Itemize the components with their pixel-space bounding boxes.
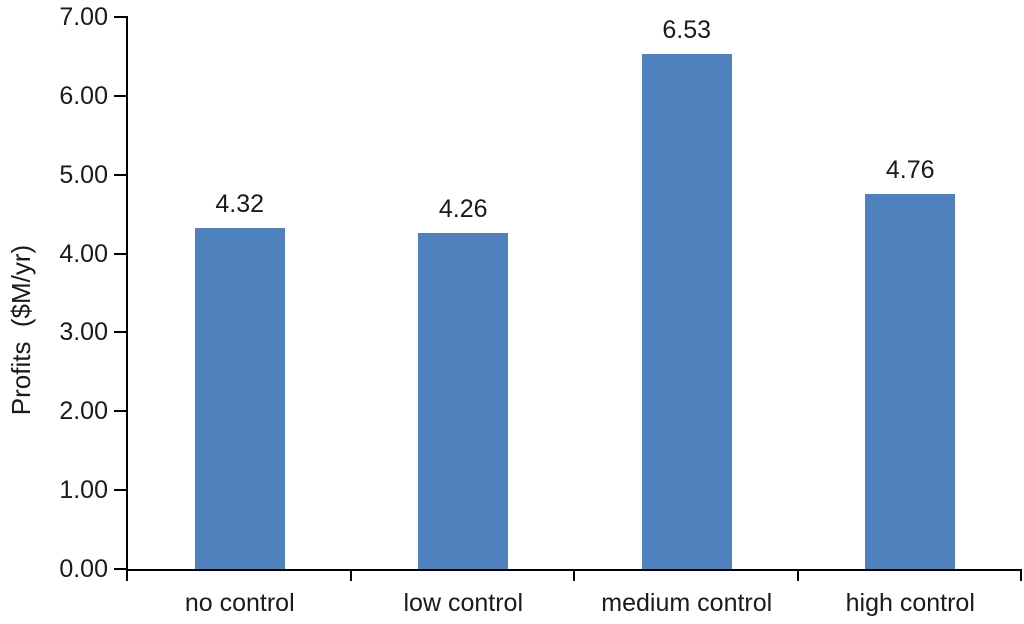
y-tick-label: 6.00	[59, 81, 108, 110]
y-tick	[114, 173, 128, 176]
y-tick-label: 4.00	[59, 239, 108, 268]
y-tick	[114, 568, 128, 570]
bar-value-label: 4.76	[885, 155, 935, 184]
bar	[418, 233, 509, 569]
bar-value-label: 4.26	[438, 195, 488, 224]
bar-value-label: 6.53	[662, 16, 712, 45]
y-tick	[114, 489, 128, 492]
y-tick-label: 3.00	[59, 318, 108, 347]
x-tick	[796, 569, 799, 581]
y-tick	[114, 331, 128, 334]
bar	[194, 228, 285, 569]
x-tick	[1020, 569, 1022, 581]
y-tick	[114, 94, 128, 97]
y-tick-label: 0.00	[59, 555, 108, 583]
x-category-label: high control	[845, 589, 975, 617]
x-category-label: low control	[403, 589, 524, 617]
bar	[641, 54, 732, 569]
y-tick-label: 7.00	[59, 3, 108, 31]
y-tick-label: 2.00	[59, 397, 108, 426]
x-tick	[573, 569, 575, 581]
y-tick-label: 5.00	[59, 160, 108, 189]
bar	[865, 193, 956, 569]
x-tick	[126, 569, 128, 581]
x-category-label: no control	[184, 589, 295, 617]
x-category-label: medium control	[601, 589, 773, 617]
y-tick	[114, 16, 128, 18]
bar-value-label: 4.32	[215, 190, 265, 219]
y-axis-line	[126, 17, 128, 571]
x-tick	[349, 569, 352, 581]
y-tick	[114, 410, 128, 413]
y-tick-label: 1.00	[59, 476, 108, 505]
y-tick	[114, 252, 128, 255]
